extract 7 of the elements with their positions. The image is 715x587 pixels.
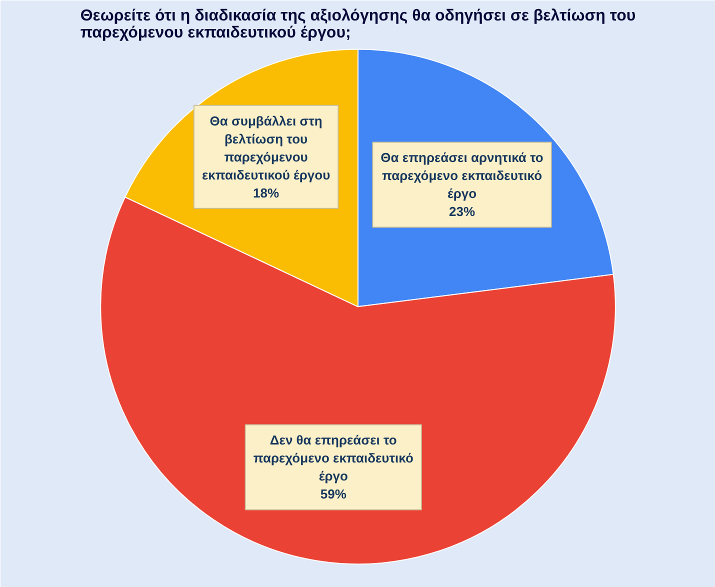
slice-label: Θα επηρεάσει αρνητικά το παρεχόμενο εκπαιδευτικό έργο [380,150,544,202]
chart-title: Θεωρείτε ότι η διαδικασία της αξιολόγησης θα οδηγήσει σε βελτίωση του παρεχόμενου εκπαιδευτικού έργου; [80,8,636,42]
data-label: 18% [253,185,280,200]
data-label: 23% [449,204,476,220]
slice-label: Δεν θα επηρεάσει το παρεχόμενο εκπαιδευτικό έργο [253,432,414,484]
data-label: 59% [320,486,347,502]
slice-label: Θα συμβάλλει στη βελτίωση του παρεχόμενου εκπαιδευτικού έργου [202,113,331,182]
